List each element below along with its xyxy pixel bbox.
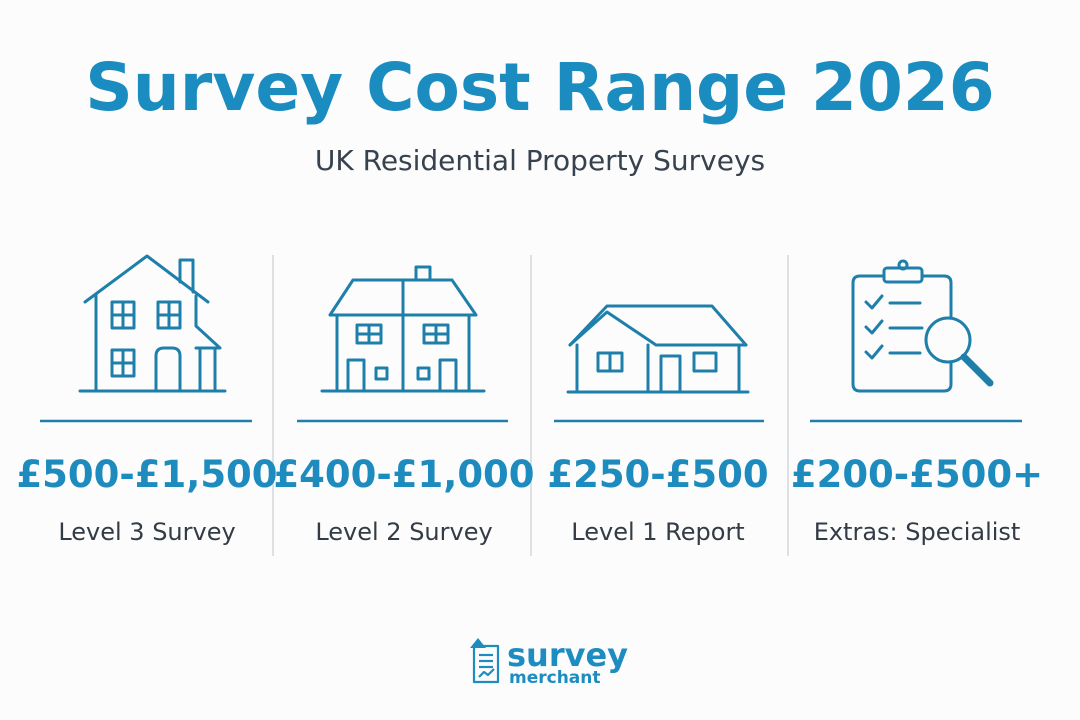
price: £250-£500 (547, 453, 768, 496)
price: £200-£500+ (791, 453, 1043, 496)
subtitle: UK Residential Property Surveys (315, 144, 765, 177)
survey-label: Level 1 Report (571, 518, 744, 546)
clipboard-icon (851, 259, 994, 393)
detached-house-icon (78, 254, 227, 393)
bungalow-icon (566, 304, 750, 394)
logo: survey merchant (470, 636, 628, 688)
survey-label: Level 3 Survey (58, 518, 235, 546)
survey-label: Level 2 Survey (315, 518, 492, 546)
price: £500-£1,500 (16, 453, 277, 496)
dividers (272, 255, 789, 556)
logo-subtext: merchant (509, 668, 601, 688)
survey-label: Extras: Specialist (814, 518, 1021, 546)
logo-text: survey (507, 636, 628, 674)
price: £400-£1,000 (273, 453, 534, 496)
title: Survey Cost Range 2026 (85, 49, 994, 126)
semi-detached-icon (320, 265, 486, 393)
